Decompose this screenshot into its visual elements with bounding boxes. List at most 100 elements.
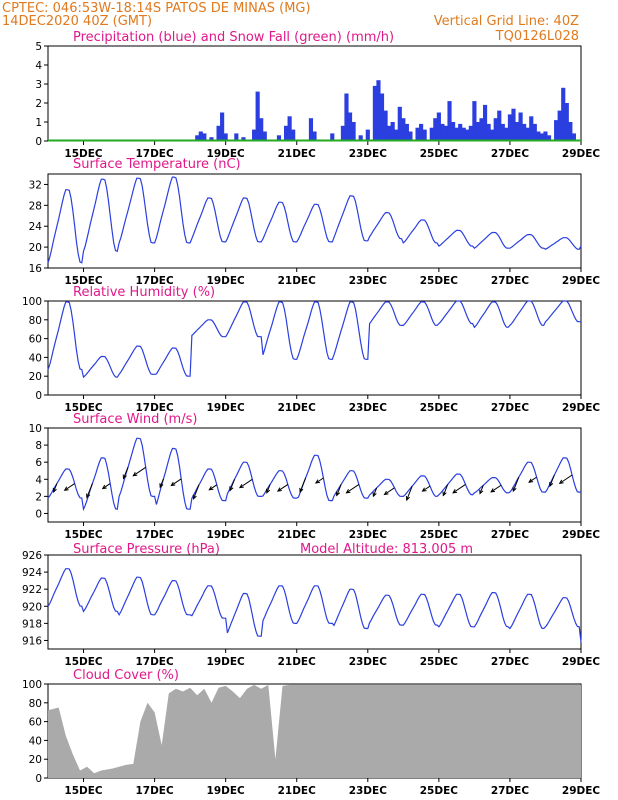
x-tick-label-cloud-4: 23DEC: [349, 785, 388, 797]
precip-bar-39: [422, 129, 427, 141]
precip-bar-49: [461, 127, 466, 141]
x-tick-label-precip-2: 19DEC: [207, 148, 246, 160]
precip-bar-33: [397, 106, 402, 141]
wind-arrowhead-1: [63, 486, 69, 491]
precip-bar-21: [344, 93, 349, 141]
precip-bar-16: [291, 129, 296, 141]
precip-bar-54: [479, 118, 484, 141]
wind-arrow-9: [209, 484, 218, 491]
wind-arrowhead-16: [335, 491, 341, 497]
precip-bar-50: [465, 129, 470, 141]
x-tick-label-cloud-5: 25DEC: [420, 785, 459, 797]
x-tick-label-pres-3: 21DEC: [278, 656, 317, 668]
y-tick-label-wind-5: 10: [29, 423, 42, 435]
y-tick-label-wind-3: 6: [35, 457, 42, 469]
wind-arrowhead-3: [101, 484, 107, 490]
wind-arrow-8: [192, 484, 200, 499]
y-tick-label-cloud-1: 20: [29, 754, 42, 766]
precip-bar-60: [500, 123, 505, 141]
precip-bar-61: [504, 127, 509, 141]
precip-bar-17: [308, 118, 314, 141]
wind-arrow-5: [132, 466, 146, 477]
y-tick-label-precip-4: 4: [35, 60, 42, 72]
x-tick-label-precip-0: 15DEC: [64, 148, 103, 160]
y-tick-label-rh-4: 80: [29, 315, 42, 327]
precip-bar-25: [365, 129, 370, 141]
precip-bar-45: [447, 101, 452, 141]
x-tick-label-temp-3: 21DEC: [278, 275, 317, 287]
wind-arrow-23: [452, 483, 466, 494]
wind-arrowhead-11: [238, 483, 244, 489]
y-tick-label-cloud-4: 80: [29, 698, 42, 710]
y-tick-label-temp-3: 28: [29, 200, 42, 212]
wind-arrowhead-12: [266, 488, 271, 494]
plot-frame-wind: [47, 427, 582, 523]
panel-title-pres: Surface Pressure (hPa): [73, 542, 220, 557]
wind-arrowhead-7: [170, 481, 176, 487]
precip-bar-13: [276, 135, 282, 141]
panel-title-precip: Precipitation (blue) and Snow Fall (gree…: [73, 30, 394, 45]
model-altitude: Model Altitude: 813.005 m: [300, 542, 473, 557]
precip-bar-78: [568, 122, 573, 141]
precip-bar-23: [351, 122, 356, 141]
precip-bar-43: [440, 123, 445, 141]
panel-wind: Surface Wind (m/s) 0 2 4 6 8 10 15DEC 17DEC 19DEC…: [29, 412, 601, 541]
x-tick-label-wind-7: 29DEC: [562, 529, 601, 541]
precip-bar-71: [539, 133, 544, 141]
precip-bar-42: [436, 112, 441, 141]
precip-bar-70: [536, 131, 541, 141]
precip-bar-9: [252, 129, 257, 141]
y-tick-label-pres-0: 916: [22, 635, 42, 647]
wind-arrowhead-21: [421, 487, 427, 492]
x-tick-label-wind-1: 17DEC: [135, 529, 174, 541]
wind-arrow-27: [528, 476, 537, 483]
precip-bar-46: [451, 122, 456, 141]
precip-bar-66: [522, 123, 527, 141]
precip-bar-38: [419, 123, 424, 141]
y-tick-label-precip-3: 3: [35, 79, 42, 91]
precip-bar-29: [383, 110, 388, 141]
y-tick-label-temp-2: 24: [29, 221, 43, 233]
precip-bar-52: [472, 101, 477, 141]
precip-bar-28: [379, 93, 385, 141]
precip-bar-18: [312, 131, 317, 141]
wind-arrow-24: [479, 485, 484, 494]
panels: Precipitation (blue) and Snow Fall (gree…: [22, 30, 600, 797]
x-tick-label-pres-6: 27DEC: [491, 656, 530, 668]
wind-arrowhead-4: [122, 474, 127, 480]
wind-arrow-16: [336, 484, 342, 496]
wind-arrowhead-14: [299, 487, 304, 493]
x-tick-label-cloud-2: 19DEC: [207, 785, 246, 797]
wind-arrow-11: [239, 478, 253, 489]
panel-title-rh: Relative Humidity (%): [73, 285, 215, 300]
wind-arrow-15: [315, 477, 324, 484]
wind-arrow-4: [123, 467, 129, 479]
panel-pres: Surface Pressure (hPa) 916 918 920 922 924 926…: [22, 542, 600, 668]
x-tick-label-temp-5: 25DEC: [420, 275, 459, 287]
precip-bar-26: [372, 85, 377, 141]
panel-temp: Surface Temperature (nC) 16 20 24 28 32 15DEC 1…: [29, 157, 601, 287]
wind-arrowhead-2: [86, 493, 91, 499]
panel-title-temp: Surface Temperature (nC): [73, 157, 241, 172]
y-tick-label-wind-2: 4: [35, 474, 42, 486]
wind-arrowhead-26: [512, 487, 517, 493]
precip-bar-68: [529, 116, 534, 141]
wind-arrowhead-18: [372, 492, 377, 498]
wind-arrow-3: [102, 483, 111, 489]
header-model-code: TQ0126L028: [495, 29, 579, 44]
x-tick-label-pres-0: 15DEC: [64, 656, 103, 668]
wind-arrow-6: [159, 478, 164, 488]
precip-bar-67: [525, 127, 530, 141]
wind-arrow-10: [229, 479, 236, 491]
wind-arrowhead-22: [442, 491, 447, 497]
precip-bar-62: [507, 114, 513, 141]
x-tick-label-temp-2: 19DEC: [207, 275, 246, 287]
wind-arrow-26: [512, 476, 520, 492]
wind-arrowhead-19: [383, 490, 389, 496]
precip-bar-8: [241, 137, 246, 141]
precip-bar-75: [557, 110, 562, 141]
x-tick-label-temp-0: 15DEC: [64, 275, 103, 287]
y-tick-label-precip-2: 2: [35, 98, 42, 110]
wind-arrowhead-24: [479, 489, 484, 495]
